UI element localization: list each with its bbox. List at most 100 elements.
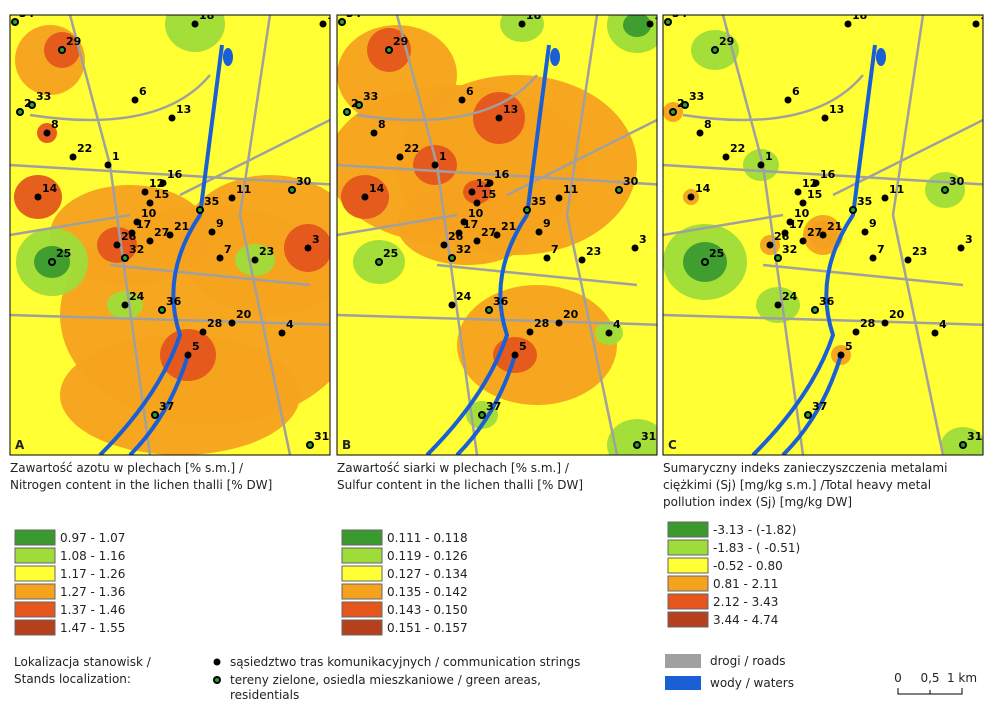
site-label: 13 xyxy=(176,103,191,116)
site-label: 36 xyxy=(819,295,835,308)
communication-site xyxy=(785,97,792,104)
communication-site xyxy=(882,320,889,327)
green-site-ring xyxy=(776,256,780,260)
green-symbol-ring xyxy=(215,678,219,682)
green-site-ring xyxy=(308,443,312,447)
legend-label: 0.81 - 2.11 xyxy=(713,577,778,591)
site-label: 13 xyxy=(829,103,844,116)
caption: ciężkimi (Sj) [mg/kg s.m.] /Total heavy … xyxy=(663,478,931,492)
site-label: 1 xyxy=(439,150,447,163)
site-label: 32 xyxy=(129,243,144,256)
scale-bar xyxy=(898,688,962,694)
map-panel: 1345678910111213141516171819202122232426… xyxy=(327,0,669,471)
site-label: 22 xyxy=(77,142,92,155)
site-label: 7 xyxy=(877,243,885,256)
site-label: 21 xyxy=(827,220,842,233)
site-label: 25 xyxy=(56,247,71,260)
legend-swatch xyxy=(342,620,382,635)
site-label: 34 xyxy=(672,7,688,20)
communication-site xyxy=(647,21,654,28)
site-label: 25 xyxy=(709,247,724,260)
legend-label: -0.52 - 0.80 xyxy=(713,559,783,573)
site-label: 27 xyxy=(154,226,169,239)
legend-swatch xyxy=(668,612,708,627)
scale-label: 0,5 xyxy=(920,671,939,685)
green-site-ring xyxy=(345,110,349,114)
communication-site xyxy=(800,200,807,207)
site-label: 6 xyxy=(792,85,800,98)
green-site-ring xyxy=(617,188,621,192)
communication-site xyxy=(142,189,149,196)
site-label: 1 xyxy=(112,150,120,163)
site-label: 30 xyxy=(296,175,312,188)
green-site-ring xyxy=(387,48,391,52)
legend-swatch xyxy=(15,530,55,545)
communication-site xyxy=(44,130,51,137)
site-label: 27 xyxy=(481,226,496,239)
communication-site xyxy=(397,154,404,161)
site-label: 21 xyxy=(174,220,189,233)
site-label: 23 xyxy=(259,245,274,258)
site-label: 32 xyxy=(782,243,797,256)
site-label: 28 xyxy=(534,317,549,330)
green-site-ring xyxy=(340,20,344,24)
site-label: 11 xyxy=(563,183,578,196)
site-label: 23 xyxy=(586,245,601,258)
communication-site xyxy=(775,302,782,309)
site-label: 6 xyxy=(139,85,147,98)
site-label: 14 xyxy=(42,182,58,195)
legend-label: 3.44 - 4.74 xyxy=(713,613,778,627)
site-label: 24 xyxy=(129,290,145,303)
site-label: 15 xyxy=(481,188,496,201)
legend-swatch xyxy=(668,540,708,555)
site-label: 6 xyxy=(466,85,474,98)
green-site-ring xyxy=(450,256,454,260)
panel-letter: B xyxy=(342,438,351,452)
green-site-ring xyxy=(525,208,529,212)
communication-site xyxy=(147,238,154,245)
caption: pollution index (Sj) [mg/kg DW] xyxy=(663,495,852,509)
green-site-ring xyxy=(703,260,707,264)
green-site-ring xyxy=(671,110,675,114)
communication-site xyxy=(496,115,503,122)
communication-site xyxy=(229,320,236,327)
lake xyxy=(550,48,560,66)
site-label: 3 xyxy=(312,233,320,246)
site-label: 7 xyxy=(551,243,559,256)
lake xyxy=(223,48,233,66)
site-label: 14 xyxy=(695,182,711,195)
communication-site xyxy=(132,97,139,104)
panel-letter: A xyxy=(15,438,25,452)
green-site-ring xyxy=(635,443,639,447)
green-site-ring xyxy=(357,103,361,107)
site-label: 8 xyxy=(51,118,59,131)
waters-symbol xyxy=(665,676,701,690)
legend-swatch xyxy=(342,548,382,563)
site-label: 33 xyxy=(689,90,704,103)
caption: Nitrogen content in the lichen thalli [%… xyxy=(10,478,272,492)
legend-label: -1.83 - ( -0.51) xyxy=(713,541,800,555)
green-site-ring xyxy=(13,20,17,24)
site-label: 35 xyxy=(857,195,872,208)
communication-site xyxy=(932,330,939,337)
roads-label: drogi / roads xyxy=(710,654,786,668)
communication-site xyxy=(200,329,207,336)
caption: Zawartość azotu w plechach [% s.m.] / xyxy=(10,461,244,475)
site-label: 15 xyxy=(154,188,169,201)
communication-site xyxy=(800,238,807,245)
legend-swatch xyxy=(342,584,382,599)
site-label: 22 xyxy=(730,142,745,155)
location-title: Lokalizacja stanowisk / xyxy=(14,655,152,669)
communication-site xyxy=(512,352,519,359)
green-site-ring xyxy=(60,48,64,52)
green-site-ring xyxy=(123,256,127,260)
legend-swatch xyxy=(668,594,708,609)
site-label: 24 xyxy=(456,290,472,303)
legend-swatch xyxy=(15,566,55,581)
legend-swatch xyxy=(668,558,708,573)
legend-label: 1.47 - 1.55 xyxy=(60,621,125,635)
site-label: 17 xyxy=(463,218,478,231)
site-label: 31 xyxy=(641,430,656,443)
site-label: 22 xyxy=(404,142,419,155)
